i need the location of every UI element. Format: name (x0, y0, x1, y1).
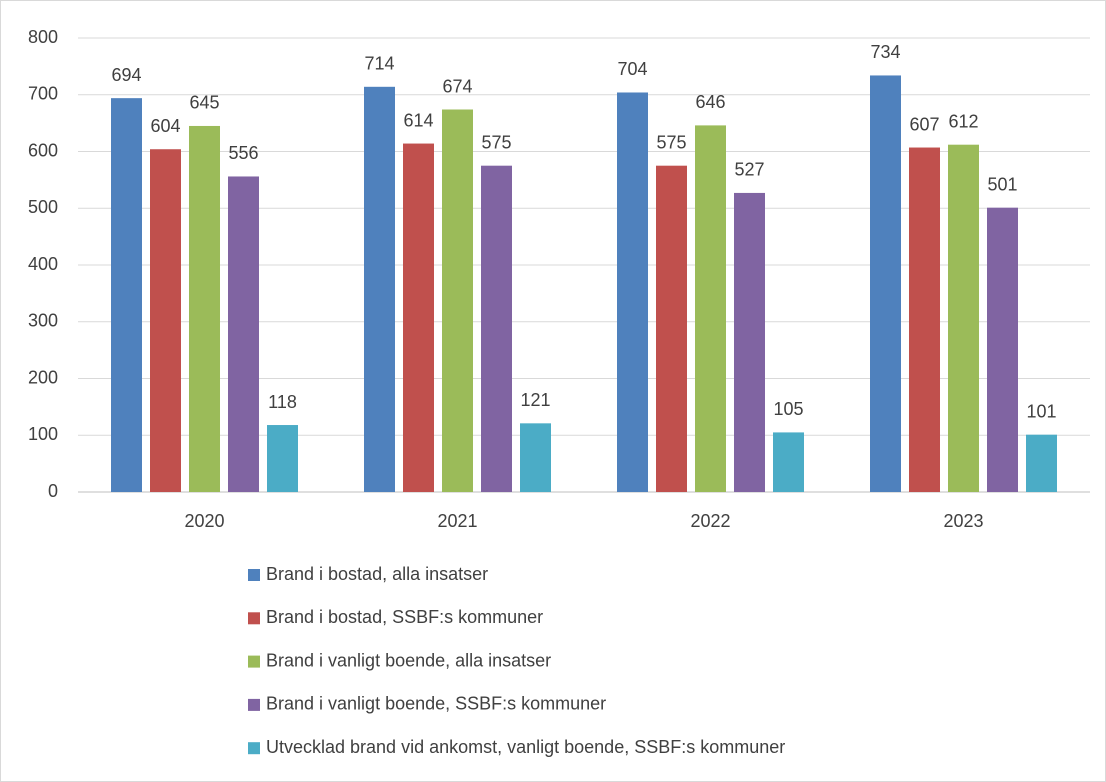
data-label: 575 (481, 132, 511, 152)
data-label: 714 (364, 54, 394, 74)
bar (656, 165, 687, 492)
data-label: 612 (948, 111, 978, 131)
bar (695, 125, 726, 493)
data-label: 575 (656, 132, 686, 152)
bar (228, 176, 259, 492)
legend-swatch (248, 655, 260, 668)
bar (617, 92, 648, 492)
data-label: 118 (268, 392, 297, 412)
legend-label: Brand i vanligt boende, SSBF:s kommuner (266, 694, 606, 714)
y-tick-label: 400 (28, 254, 58, 274)
legend-label: Brand i vanligt boende, alla insatser (266, 650, 551, 670)
y-tick-label: 0 (48, 481, 58, 501)
data-label: 105 (773, 399, 803, 419)
y-tick-label: 800 (28, 27, 58, 47)
y-tick-label: 100 (28, 424, 58, 444)
legend-swatch (248, 698, 260, 711)
data-label: 645 (189, 93, 219, 113)
data-label: 674 (442, 76, 472, 96)
legend-swatch (248, 742, 260, 755)
bar (364, 86, 395, 493)
bar (948, 144, 979, 492)
bar (734, 192, 765, 493)
data-label: 734 (870, 42, 900, 62)
data-label: 527 (734, 160, 764, 180)
bar (403, 143, 434, 492)
legend-label: Utvecklad brand vid ankomst, vanligt boe… (266, 737, 785, 757)
data-label: 121 (520, 390, 550, 410)
bar (481, 165, 512, 492)
bar (987, 207, 1018, 492)
data-label: 101 (1026, 401, 1056, 421)
x-tick-label: 2022 (690, 511, 730, 531)
bar (150, 149, 181, 493)
bar (773, 432, 804, 492)
x-tick-label: 2020 (184, 511, 224, 531)
bar (442, 109, 473, 492)
data-label: 614 (403, 110, 433, 130)
y-tick-label: 500 (28, 197, 58, 217)
bar (909, 147, 940, 492)
data-label: 646 (695, 92, 725, 112)
y-tick-label: 300 (28, 311, 58, 331)
x-tick-label: 2023 (943, 511, 983, 531)
x-tick-label: 2021 (437, 511, 477, 531)
bar (111, 98, 142, 492)
bar (870, 75, 901, 492)
data-label: 704 (617, 59, 647, 79)
bar (520, 423, 551, 492)
bar (267, 425, 298, 492)
legend-swatch (248, 612, 260, 625)
bar (1026, 434, 1057, 492)
y-tick-label: 700 (28, 84, 58, 104)
legend-label: Brand i bostad, SSBF:s kommuner (266, 607, 543, 627)
data-label: 694 (111, 65, 141, 85)
data-label: 604 (150, 116, 180, 136)
data-label: 556 (228, 143, 258, 163)
legend-label: Brand i bostad, alla insatser (266, 564, 488, 584)
y-tick-label: 600 (28, 140, 58, 160)
legend-swatch (248, 569, 260, 581)
y-tick-label: 200 (28, 367, 58, 387)
bar (189, 125, 220, 493)
data-label: 501 (987, 174, 1017, 194)
data-label: 607 (909, 114, 939, 134)
